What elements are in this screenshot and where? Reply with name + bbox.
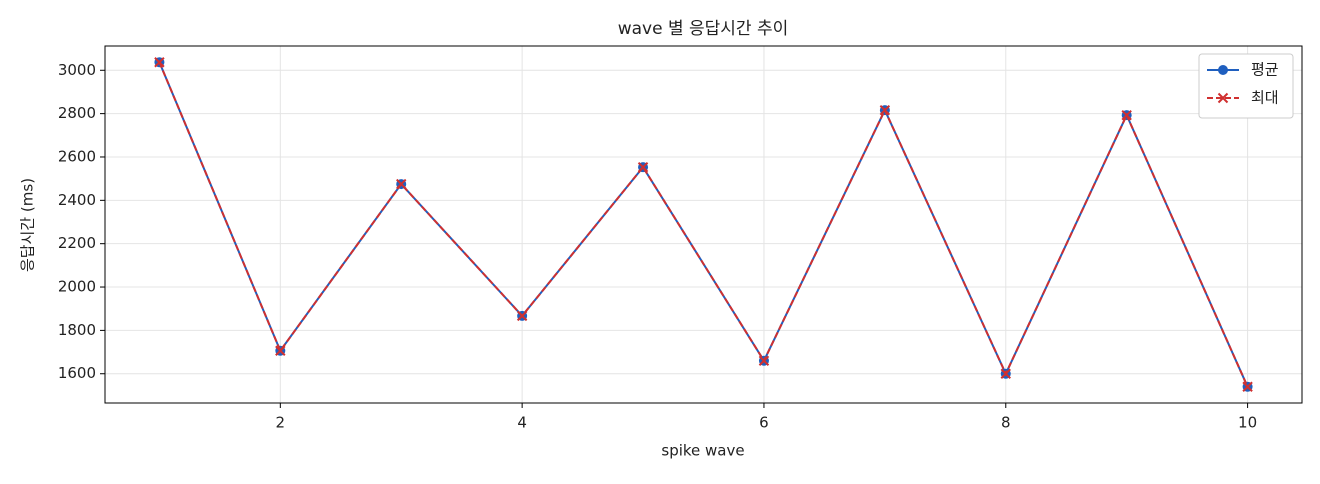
y-axis-label: 응답시간 (ms) <box>19 178 37 272</box>
y-tick-label: 1600 <box>58 364 96 382</box>
marker <box>1121 109 1132 121</box>
marker <box>396 178 407 190</box>
marker <box>1242 381 1253 392</box>
x-tick-label: 2 <box>276 414 286 432</box>
marker <box>1217 92 1229 104</box>
marker <box>879 104 891 116</box>
y-tick-label: 1800 <box>58 321 96 339</box>
series-line <box>158 61 1249 388</box>
y-tick-label: 2800 <box>58 104 96 122</box>
legend-label: 최대 <box>1251 89 1279 107</box>
x-tick-label: 6 <box>759 414 769 432</box>
marker <box>1218 65 1228 75</box>
y-tick-label: 2600 <box>58 147 96 165</box>
y-tick-label: 2200 <box>58 234 96 252</box>
series-line <box>158 61 1249 388</box>
legend-box <box>1198 53 1294 119</box>
marker <box>154 57 165 68</box>
marker <box>758 355 770 366</box>
x-tick-label: 8 <box>1001 414 1011 432</box>
y-tick-label: 2400 <box>58 191 96 209</box>
plot-frame <box>104 45 1303 404</box>
marker <box>275 345 286 356</box>
marker <box>637 161 649 173</box>
marker <box>1000 368 1011 379</box>
legend-label: 평균 <box>1251 61 1279 79</box>
x-axis-label: spike wave <box>661 442 744 460</box>
x-tick-label: 4 <box>517 414 527 432</box>
chart-title: wave 별 응답시간 추이 <box>618 19 789 39</box>
y-tick-label: 3000 <box>58 61 96 79</box>
marker <box>516 310 528 322</box>
x-tick-label: 10 <box>1238 414 1257 432</box>
y-tick-label: 2000 <box>58 278 96 296</box>
